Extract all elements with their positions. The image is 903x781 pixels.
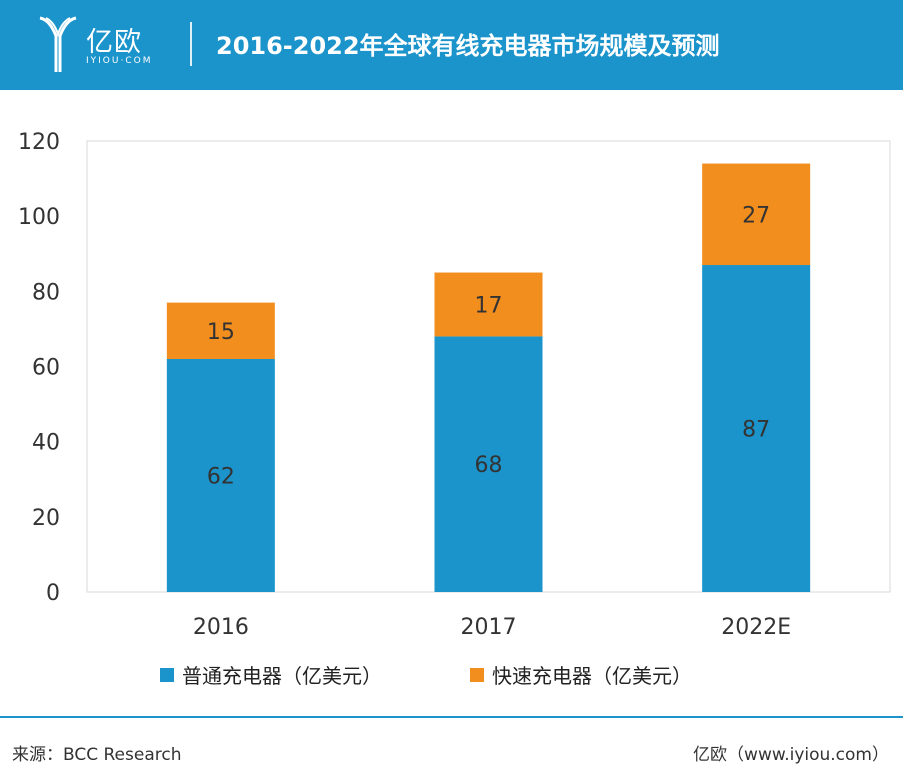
legend-label-fast: 快速充电器（亿美元）	[492, 664, 692, 688]
y-tick-label: 0	[46, 581, 60, 606]
bar-regular-2017	[434, 336, 543, 592]
footer-divider	[0, 716, 903, 718]
site-credit[interactable]: 亿欧（www.iyiou.com）	[693, 745, 889, 765]
y-tick-label: 80	[32, 280, 60, 305]
iyiou-logo[interactable]: 亿欧 IYIOU·COM	[38, 12, 168, 78]
header-banner: 亿欧 IYIOU·COM 2016-2022年全球有线充电器市场规模及预测	[0, 0, 903, 90]
bar-fast-2017	[434, 272, 543, 337]
data-label-fast-2022e: 27	[742, 203, 770, 228]
data-label-regular-2016: 62	[207, 464, 235, 489]
x-axis: 2016 2017 2022E	[193, 615, 791, 640]
data-label-fast-2016: 15	[207, 320, 235, 345]
x-tick-label: 2017	[461, 615, 517, 640]
legend-item-fast-charger: 快速充电器（亿美元）	[470, 660, 692, 689]
y-axis: 0 20 40 60 80 100 120	[18, 130, 60, 606]
bar-regular-2022e	[702, 265, 811, 592]
x-tick-label: 2022E	[721, 615, 791, 640]
data-label-regular-2017: 68	[475, 453, 503, 478]
source-note: 来源：BCC Research	[12, 745, 182, 765]
bars-group: 62 15 68 17 87 27	[166, 163, 811, 592]
bar-fast-2022e	[702, 163, 811, 266]
logo-subtext: IYIOU·COM	[86, 56, 153, 66]
x-tick-label: 2016	[193, 615, 249, 640]
legend-swatch-regular	[160, 667, 174, 682]
header-divider	[190, 22, 192, 66]
page-title: 2016-2022年全球有线充电器市场规模及预测	[216, 32, 720, 60]
y-tick-label: 60	[32, 356, 60, 381]
data-label-regular-2022e: 87	[742, 418, 770, 443]
y-tick-label: 40	[32, 431, 60, 456]
y-tick-label: 120	[18, 130, 60, 155]
legend: 普通充电器（亿美元） 快速充电器（亿美元）	[0, 660, 903, 690]
y-tick-label: 20	[32, 506, 60, 531]
logo-text: 亿欧	[86, 27, 142, 58]
data-label-fast-2017: 17	[475, 293, 503, 318]
y-tick-label: 100	[18, 205, 60, 230]
stacked-bar-chart: 0 20 40 60 80 100 120 62 15 68 17 87 27 2016 2017 202…	[18, 130, 891, 640]
bar-regular-2016	[166, 358, 275, 592]
bar-fast-2016	[166, 302, 275, 359]
legend-label-regular: 普通充电器（亿美元）	[182, 664, 382, 688]
legend-item-regular-charger: 普通充电器（亿美元）	[160, 660, 382, 689]
iyiou-logo-icon	[39, 16, 77, 72]
legend-swatch-fast	[470, 667, 484, 682]
